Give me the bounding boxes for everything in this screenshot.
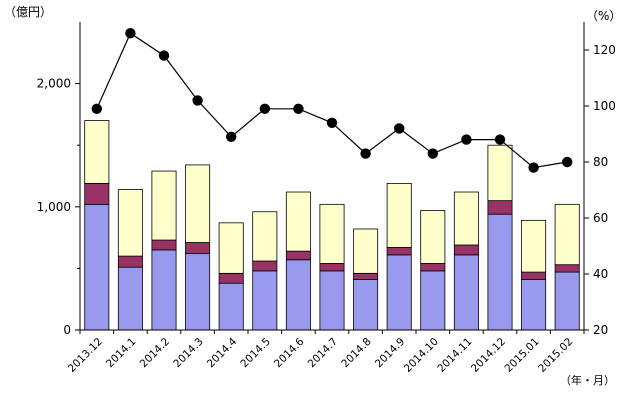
- line-point: [326, 117, 338, 128]
- bar-segment-2: [185, 242, 211, 255]
- bar-segment-2: [521, 271, 547, 280]
- left-tick-label: 1,000: [37, 200, 71, 214]
- bar-segment-2: [319, 263, 345, 272]
- bar-segment-2: [554, 264, 580, 273]
- bar-segment-1: [285, 259, 311, 331]
- x-category-label: 2014.8: [339, 336, 373, 370]
- x-axis-unit-label: （年・月）: [560, 373, 615, 387]
- bar-segment-2: [218, 272, 244, 284]
- bar-segment-1: [521, 279, 547, 331]
- left-tick-label: 2,000: [37, 77, 71, 91]
- bar-segment-3: [487, 144, 513, 202]
- line-point: [125, 28, 136, 39]
- bar-segment-2: [386, 247, 412, 256]
- bar-segment-3: [319, 203, 345, 264]
- bar-segment-1: [386, 254, 412, 331]
- x-category-label: 2013.12: [66, 336, 105, 375]
- right-tick-label: 100: [593, 99, 616, 113]
- line-point: [427, 148, 438, 159]
- line-point: [192, 95, 203, 106]
- bar-segment-2: [353, 272, 379, 280]
- bar-segment-1: [353, 279, 379, 331]
- line-point: [461, 134, 472, 145]
- bar-segment-3: [554, 203, 580, 266]
- bar-segment-2: [487, 200, 513, 215]
- line-point: [91, 103, 103, 115]
- bar-segment-3: [151, 170, 177, 241]
- left-tick-label: 0: [63, 323, 71, 337]
- bar-segment-3: [84, 120, 110, 184]
- line-point: [528, 162, 539, 173]
- right-tick-label: 40: [593, 267, 608, 281]
- x-category-label: 2014.12: [469, 336, 508, 375]
- axes-layer: [75, 22, 589, 334]
- bar-segment-1: [554, 271, 580, 331]
- bar-segment-3: [252, 211, 278, 262]
- x-category-label: 2014.4: [205, 335, 240, 370]
- bar-segment-3: [420, 210, 446, 264]
- right-tick-label: 60: [593, 211, 608, 225]
- line-point: [259, 103, 270, 115]
- x-category-label: 2015.02: [536, 336, 575, 375]
- right-axis-unit-label: （%）: [586, 9, 621, 23]
- x-category-label: 2014.10: [402, 336, 441, 375]
- line-point: [158, 50, 170, 61]
- line-point: [293, 103, 304, 115]
- x-category-label: 2014.7: [306, 336, 340, 370]
- bar-segment-2: [84, 182, 110, 205]
- bar-segment-1: [218, 282, 244, 331]
- bar-segment-2: [420, 263, 446, 272]
- bar-segment-2: [151, 239, 177, 251]
- bars-layer: [84, 120, 580, 331]
- bar-segment-1: [319, 270, 345, 331]
- x-category-label: 2014.5: [238, 336, 272, 370]
- line-layer: [91, 28, 573, 173]
- bar-segment-2: [453, 244, 479, 256]
- bar-segment-1: [185, 253, 211, 331]
- line-point: [226, 131, 237, 142]
- bar-segment-2: [285, 250, 311, 261]
- line-point: [394, 123, 405, 134]
- bar-segment-3: [353, 228, 379, 274]
- bar-segment-3: [521, 219, 547, 273]
- bar-segment-3: [117, 189, 143, 257]
- line-point: [494, 134, 506, 145]
- bar-segment-1: [151, 249, 177, 331]
- bar-segment-1: [117, 266, 143, 331]
- x-category-label: 2014.3: [171, 336, 205, 370]
- x-category-label: 2014.2: [138, 336, 172, 370]
- bar-segment-1: [487, 213, 513, 331]
- right-tick-label: 20: [593, 323, 608, 337]
- bar-segment-3: [386, 182, 412, 248]
- bar-segment-3: [218, 222, 244, 274]
- bar-segment-2: [252, 260, 278, 272]
- bar-segment-1: [453, 254, 479, 331]
- bar-segment-3: [453, 191, 479, 246]
- bar-segment-1: [84, 203, 110, 331]
- x-category-label: 2014.1: [104, 336, 138, 370]
- bar-segment-2: [117, 255, 143, 268]
- bar-segment-3: [185, 164, 211, 243]
- bar-segment-1: [252, 270, 278, 331]
- line-point: [360, 148, 371, 159]
- x-category-label: 2014.11: [435, 336, 474, 375]
- right-tick-label: 80: [593, 155, 608, 169]
- bar-segment-1: [420, 270, 446, 331]
- bar-segment-3: [285, 191, 311, 252]
- x-category-label: 2015.01: [503, 336, 542, 375]
- left-axis-unit-label: （億円）: [4, 5, 52, 19]
- line-point: [562, 156, 573, 168]
- right-tick-label: 120: [593, 43, 616, 57]
- x-category-label: 2014.6: [272, 335, 307, 370]
